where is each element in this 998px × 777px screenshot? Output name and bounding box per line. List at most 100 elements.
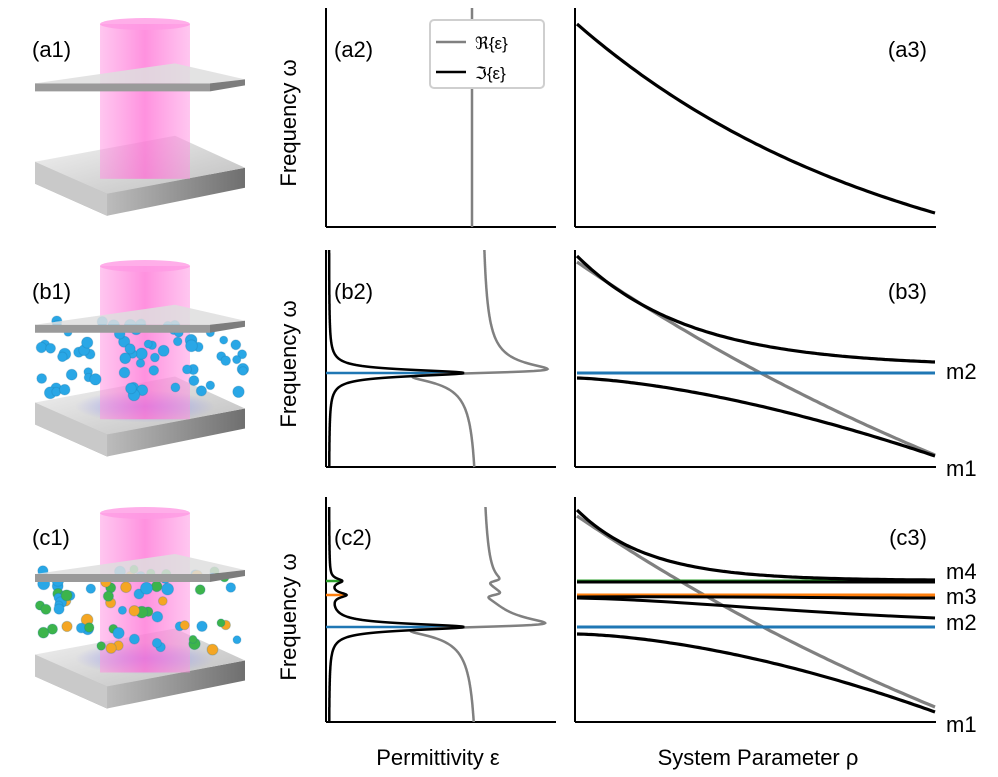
molecule [150,580,163,593]
molecule [161,582,175,596]
imag-epsilon-curve [327,507,465,722]
molecule [128,605,141,617]
real-epsilon-curve [408,507,547,722]
molecule [112,627,125,640]
molecule [185,339,198,353]
light-beam [100,24,190,179]
polariton-m4-curve [575,508,935,582]
molecule [216,618,226,628]
xlabel-permittivity: Permittivity ε [376,745,500,770]
row-c-dispersion-label: (c3) [889,525,927,550]
molecule [40,603,52,615]
molecule [196,620,208,632]
molecule [140,581,153,595]
molecule [118,366,131,379]
mirror-bottom-right [107,660,245,709]
ylabel-row-a: Frequency ω [276,59,301,186]
mirror-bottom-right [107,408,245,457]
row-b-mode-m1: m1 [946,456,977,481]
molecule [148,365,160,376]
molecule [81,336,94,349]
molecule [83,622,95,633]
row-c-mode-m2: m2 [946,610,977,635]
molecule [157,344,170,357]
molecule [219,335,229,345]
molecule [194,584,206,596]
molecule [135,358,146,368]
molecule [206,643,219,656]
molecule [85,583,97,594]
molecule [151,611,164,623]
molecule [102,590,115,602]
photon-mode-curve [575,22,936,215]
xlabel-system-parameter: System Parameter ρ [658,745,859,770]
row-c-mode-m3: m3 [946,584,977,609]
mirror-top-edge [35,83,210,92]
light-beam-top [100,18,190,30]
molecule [61,620,73,633]
light-beam-top [100,507,190,519]
molecule [225,582,237,593]
mirror-top-surface [35,554,245,574]
molecule [128,633,140,645]
molecule [37,626,50,639]
molecule [182,364,192,375]
molecule [125,382,137,395]
mirror-bottom-left [35,402,107,457]
molecule [188,634,198,644]
molecule [172,336,183,347]
mirror-bottom-left [35,654,107,709]
molecule [89,373,102,386]
molecule [117,605,128,615]
molecule [135,347,148,360]
lower-polariton-curve [576,376,936,458]
row-b-mode-m2: m2 [946,359,977,384]
ylabel-row-c: Frequency ω [276,553,301,680]
row-b-dispersion-label: (b3) [888,279,927,304]
polariton-m3-curve [576,595,936,600]
molecule [188,375,200,387]
mirror-top-edge [35,574,210,582]
mirror-top-edge [35,324,210,333]
ylabel-row-b: Frequency ω [276,300,301,427]
legend: ℜ{ε} ℑ{ε} [429,19,545,89]
row-b [35,250,936,468]
polariton-m2-curve [576,596,936,620]
molecule [150,352,160,363]
mirror-top-side [210,570,245,582]
row-a [35,8,936,228]
molecule [57,351,68,363]
molecule [96,641,106,651]
molecule [60,589,73,602]
molecule [157,596,168,606]
real-epsilon-curve [410,250,550,468]
molecule [45,342,56,354]
molecule [53,603,65,615]
row-c-mode-m1: m1 [946,712,977,737]
row-b-illustration-label: (b1) [32,279,71,304]
molecule [35,341,48,354]
molecule [58,383,71,396]
molecule [195,385,207,397]
row-b-permittivity-label: (b2) [334,279,373,304]
legend-imag-label: ℑ{ε} [475,64,506,83]
molecule [65,368,78,381]
row-c-permittivity-label: (c2) [334,525,372,550]
molecule [120,581,132,594]
mirror-top-side [210,79,245,92]
molecule [119,352,132,365]
mirror-top-side [210,320,245,333]
mirror-bottom-right [107,167,245,216]
molecule [205,380,216,391]
bare-photon-curve [576,514,936,709]
molecule [232,355,242,365]
mirror-bottom-left [35,161,107,216]
molecule [179,620,190,631]
molecule [170,382,181,393]
molecule [143,339,153,349]
row-c-illustration-label: (c1) [32,525,70,550]
molecule [105,642,117,654]
molecule [237,349,248,360]
row-c-mode-m4: m4 [946,559,977,584]
